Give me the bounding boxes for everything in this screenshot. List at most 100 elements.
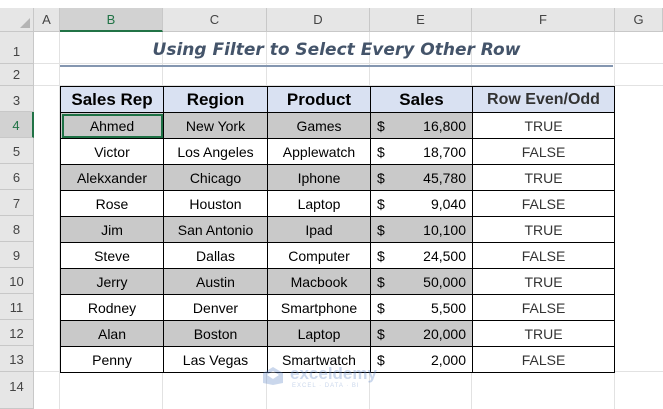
row-header-8[interactable]: 8 xyxy=(0,216,34,242)
currency-symbol: $ xyxy=(377,221,385,238)
column-header-a[interactable]: A xyxy=(34,8,60,32)
cell-sales-rep[interactable]: Rodney xyxy=(60,294,164,321)
cell-sales[interactable]: $2,000 xyxy=(370,346,473,373)
cell-sales[interactable]: $24,500 xyxy=(370,242,473,269)
cell-row-even-odd[interactable]: TRUE xyxy=(472,164,615,191)
sales-amount: 9,040 xyxy=(430,195,466,212)
cell-row-even-odd[interactable]: TRUE xyxy=(472,112,615,139)
row-header-7[interactable]: 7 xyxy=(0,190,34,216)
cell-region[interactable]: Los Angeles xyxy=(163,138,268,165)
cell-sales-rep[interactable]: Penny xyxy=(60,346,164,373)
currency-symbol: $ xyxy=(377,143,385,160)
cell-sales-rep[interactable]: Alan xyxy=(60,320,164,347)
cell-sales-rep[interactable]: Jim xyxy=(60,216,164,243)
cell-region[interactable]: Denver xyxy=(163,294,268,321)
title-underline xyxy=(60,65,613,67)
cell-sales[interactable]: $45,780 xyxy=(370,164,473,191)
sales-amount: 10,100 xyxy=(423,221,466,238)
currency-symbol: $ xyxy=(377,299,385,316)
currency-symbol: $ xyxy=(377,247,385,264)
cell-sales-rep[interactable]: Rose xyxy=(60,190,164,217)
cell-sales[interactable]: $5,500 xyxy=(370,294,473,321)
row-header-4[interactable]: 4 xyxy=(0,112,34,138)
select-all-triangle xyxy=(20,18,30,28)
header-region[interactable]: Region xyxy=(163,86,268,113)
cell-region[interactable]: Boston xyxy=(163,320,268,347)
row-header-6[interactable]: 6 xyxy=(0,164,34,190)
row-header-2[interactable]: 2 xyxy=(0,64,34,86)
sales-amount: 18,700 xyxy=(423,143,466,160)
cell-product[interactable]: Iphone xyxy=(267,164,371,191)
row-header-11[interactable]: 11 xyxy=(0,294,34,320)
cell-sales[interactable]: $10,100 xyxy=(370,216,473,243)
sales-amount: 50,000 xyxy=(423,273,466,290)
select-all-corner[interactable] xyxy=(0,8,34,32)
cell-region[interactable]: Houston xyxy=(163,190,268,217)
currency-symbol: $ xyxy=(377,169,385,186)
header-sales[interactable]: Sales xyxy=(370,86,473,113)
row-header-3[interactable]: 3 xyxy=(0,86,34,112)
sales-amount: 16,800 xyxy=(423,117,466,134)
gridline xyxy=(59,32,60,409)
cell-region[interactable]: New York xyxy=(163,112,268,139)
cell-product[interactable]: Ipad xyxy=(267,216,371,243)
row-header-1[interactable]: 1 xyxy=(0,32,34,64)
cell-region[interactable]: Chicago xyxy=(163,164,268,191)
cell-sales[interactable]: $9,040 xyxy=(370,190,473,217)
sheet-title[interactable]: Using Filter to Select Every Other Row xyxy=(152,40,521,60)
cell-row-even-odd[interactable]: FALSE xyxy=(472,242,615,269)
cell-row-even-odd[interactable]: FALSE xyxy=(472,294,615,321)
cell-row-even-odd[interactable]: FALSE xyxy=(472,190,615,217)
cell-sales-rep[interactable]: Ahmed xyxy=(60,112,164,139)
cell-sales-rep[interactable]: Steve xyxy=(60,242,164,269)
sales-amount: 20,000 xyxy=(423,325,466,342)
cell-row-even-odd[interactable]: FALSE xyxy=(472,346,615,373)
cell-product[interactable]: Smartwatch xyxy=(267,346,371,373)
column-header-c[interactable]: C xyxy=(163,8,267,32)
cell-row-even-odd[interactable]: TRUE xyxy=(472,320,615,347)
currency-symbol: $ xyxy=(377,273,385,290)
row-header-14[interactable]: 14 xyxy=(0,372,34,409)
cell-sales[interactable]: $16,800 xyxy=(370,112,473,139)
cell-product[interactable]: Computer xyxy=(267,242,371,269)
row-header-10[interactable]: 10 xyxy=(0,268,34,294)
header-sales-rep[interactable]: Sales Rep xyxy=(60,86,164,113)
sales-amount: 24,500 xyxy=(423,247,466,264)
cell-sales-rep[interactable]: Jerry xyxy=(60,268,164,295)
column-header-f[interactable]: F xyxy=(472,8,615,32)
row-header-13[interactable]: 13 xyxy=(0,346,34,372)
column-header-e[interactable]: E xyxy=(370,8,472,32)
cell-region[interactable]: San Antonio xyxy=(163,216,268,243)
active-cell-selection xyxy=(62,114,163,138)
row-header-12[interactable]: 12 xyxy=(0,320,34,346)
exceldemy-logo-icon xyxy=(263,367,283,385)
row-header-9[interactable]: 9 xyxy=(0,242,34,268)
column-header-d[interactable]: D xyxy=(267,8,370,32)
cell-row-even-odd[interactable]: TRUE xyxy=(472,216,615,243)
header-product[interactable]: Product xyxy=(267,86,371,113)
cell-sales-rep[interactable]: Alekxander xyxy=(60,164,164,191)
cell-region[interactable]: Austin xyxy=(163,268,268,295)
cell-sales[interactable]: $18,700 xyxy=(370,138,473,165)
column-header-b[interactable]: B xyxy=(60,8,163,32)
cell-row-even-odd[interactable]: FALSE xyxy=(472,138,615,165)
cell-region[interactable]: Las Vegas xyxy=(163,346,268,373)
cell-sales[interactable]: $50,000 xyxy=(370,268,473,295)
cell-product[interactable]: Laptop xyxy=(267,190,371,217)
column-header-g[interactable]: G xyxy=(615,8,663,32)
cell-product[interactable]: Macbook xyxy=(267,268,371,295)
exceldemy-watermark: exceldemy EXCEL · DATA · BI xyxy=(262,364,412,392)
cell-product[interactable]: Applewatch xyxy=(267,138,371,165)
currency-symbol: $ xyxy=(377,117,385,134)
row-header-5[interactable]: 5 xyxy=(0,138,34,164)
cell-product[interactable]: Laptop xyxy=(267,320,371,347)
currency-symbol: $ xyxy=(377,325,385,342)
cell-row-even-odd[interactable]: TRUE xyxy=(472,268,615,295)
cell-sales[interactable]: $20,000 xyxy=(370,320,473,347)
header-row-even-odd[interactable]: Row Even/Odd xyxy=(472,86,615,113)
cell-product[interactable]: Games xyxy=(267,112,371,139)
cell-region[interactable]: Dallas xyxy=(163,242,268,269)
cell-sales-rep[interactable]: Victor xyxy=(60,138,164,165)
cell-product[interactable]: Smartphone xyxy=(267,294,371,321)
currency-symbol: $ xyxy=(377,195,385,212)
